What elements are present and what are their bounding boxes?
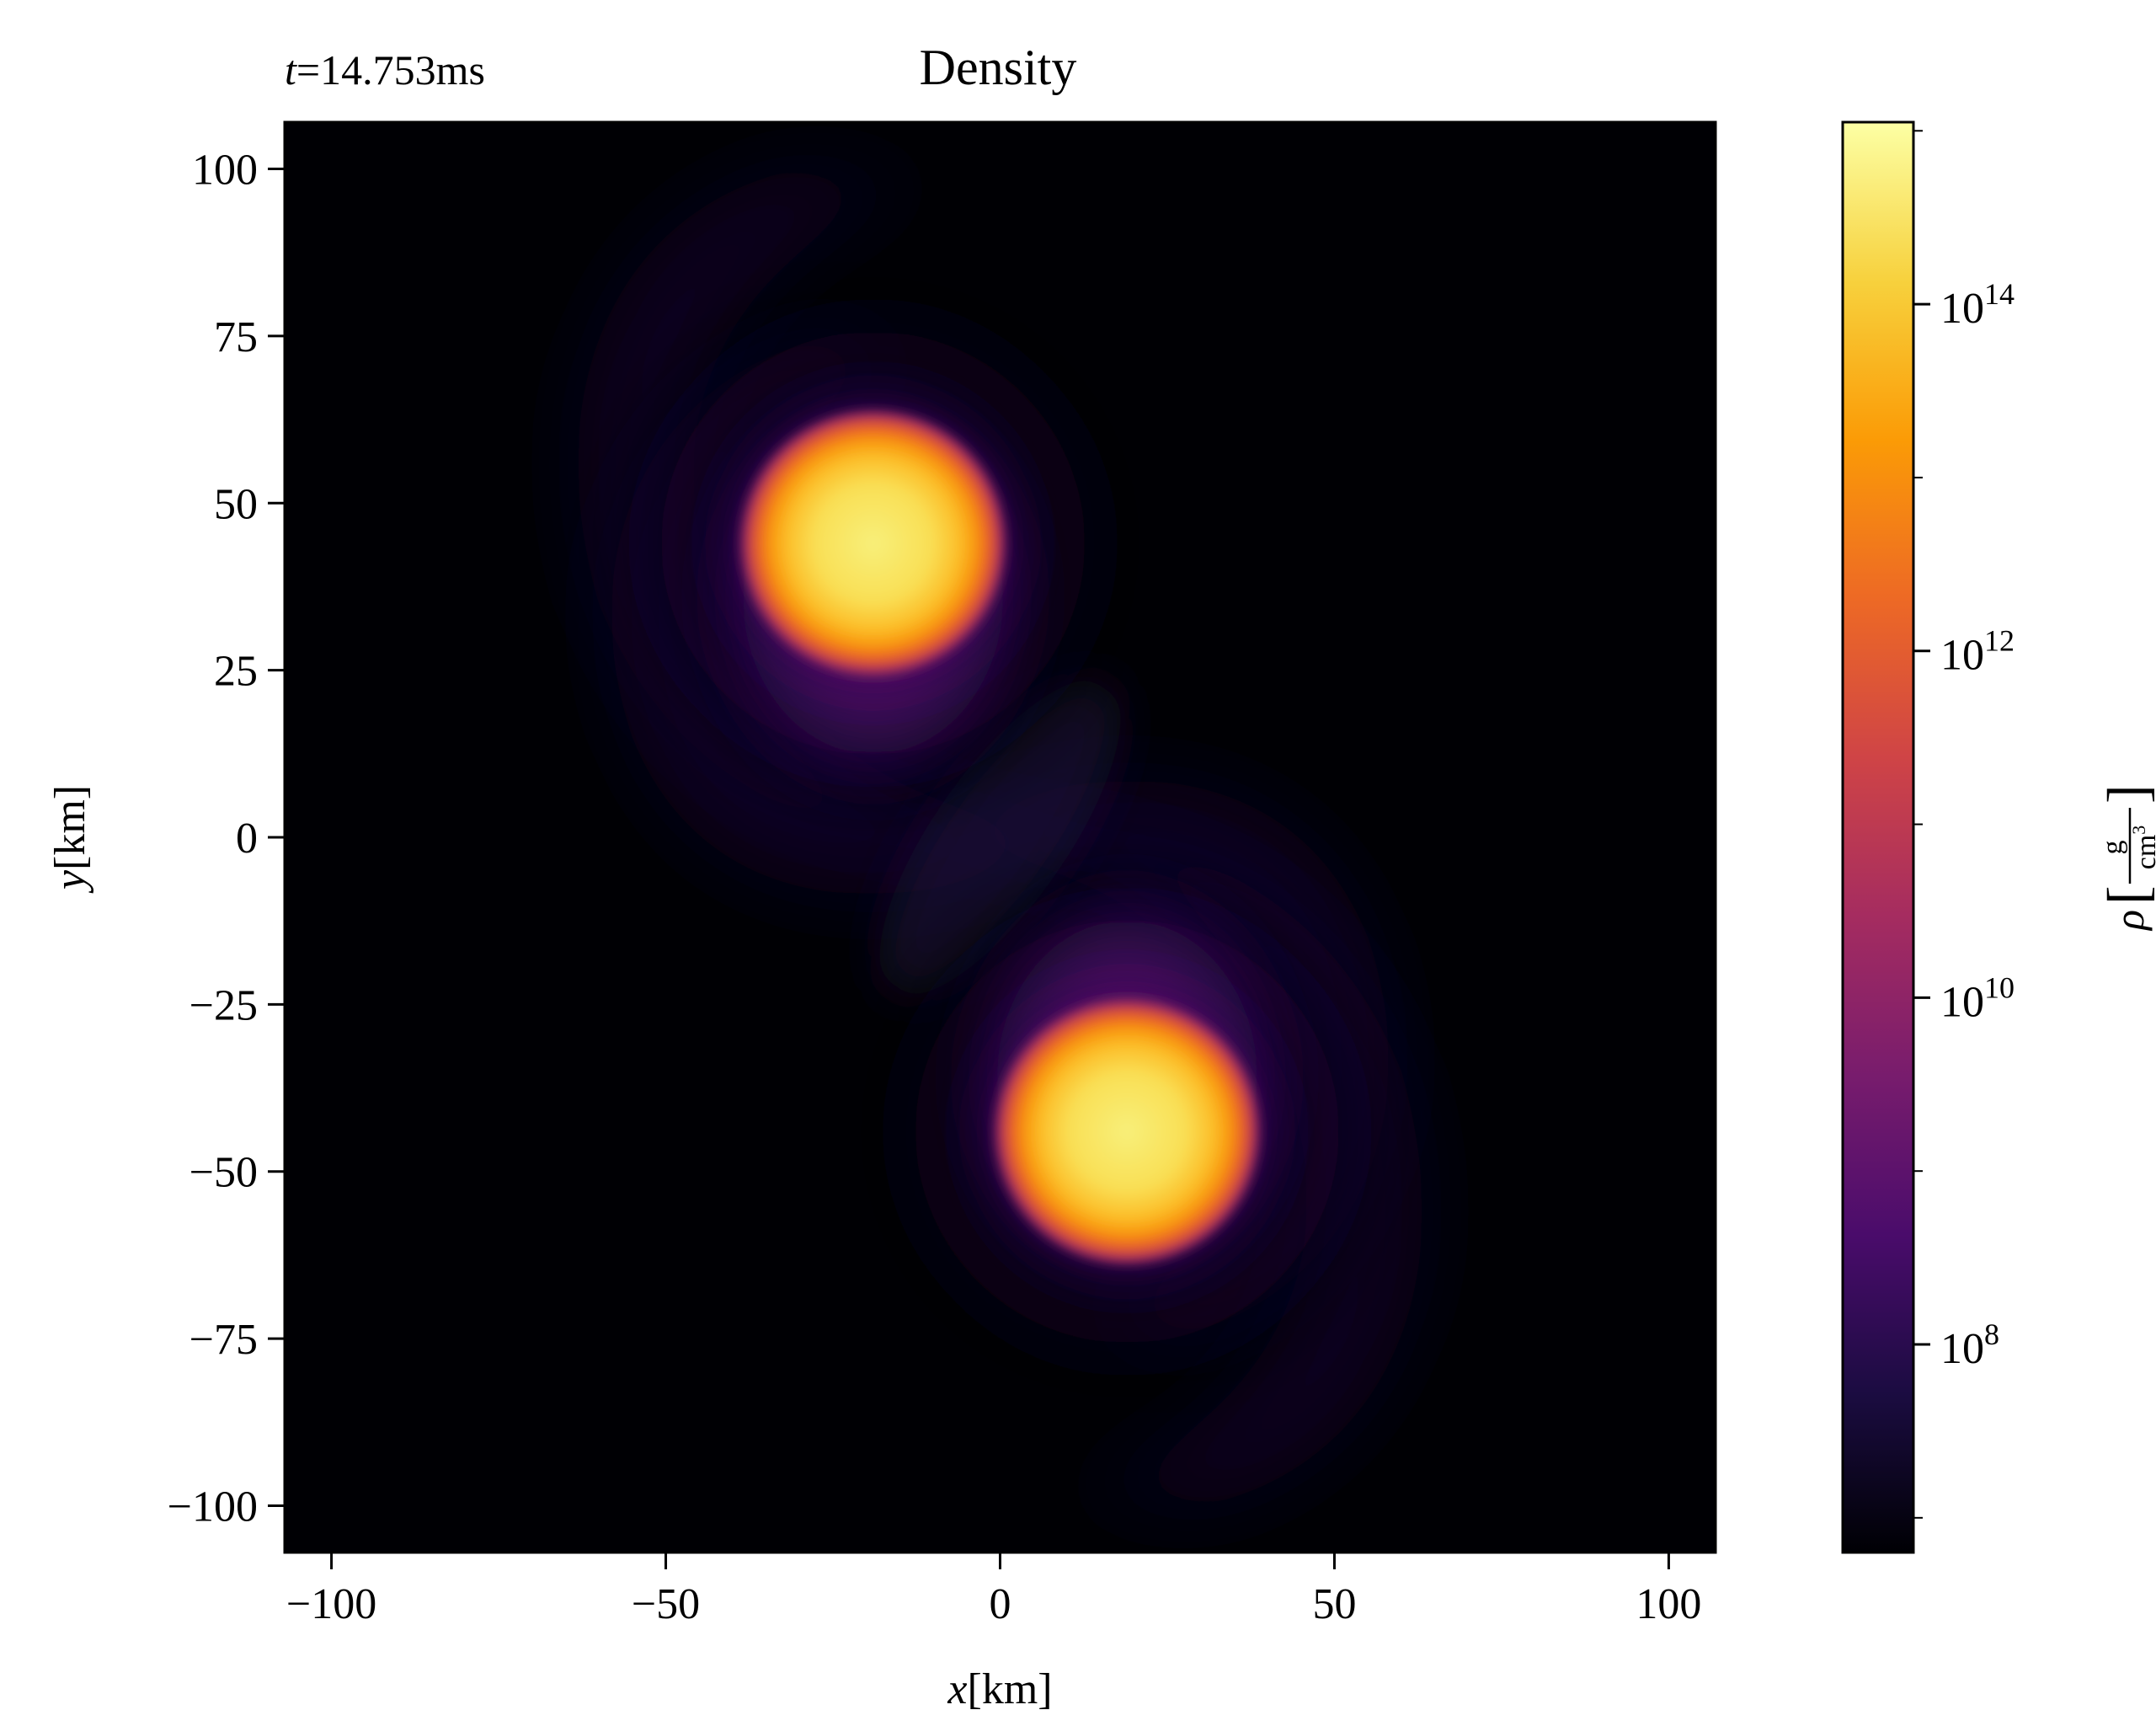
y-axis-unit: [km]	[46, 785, 94, 870]
x-axis-var: x	[947, 1665, 967, 1713]
colorbar-tick-base: 10	[1940, 285, 1984, 333]
colorbar-tick-base: 10	[1940, 1325, 1984, 1373]
colorbar-tick-label: 1010	[1940, 970, 2015, 1026]
x-axis-label: x[km]	[947, 1665, 1052, 1713]
x-tick-label: 0	[990, 1580, 1011, 1628]
y-tick-label: 25	[214, 648, 258, 696]
colorbar-tick-exp: 12	[1984, 624, 2015, 658]
time-symbol: t	[285, 46, 297, 94]
y-tick-label: 0	[236, 815, 258, 863]
colorbar-unit-numerator: g	[2097, 841, 2128, 855]
density-field	[578, 168, 1422, 1506]
colorbar-tick-label: 108	[1940, 1317, 1999, 1373]
star-core	[735, 406, 1011, 681]
y-axis-ticks: 100 75 50 25 0 −25 −50 −75 −100	[168, 147, 285, 1531]
x-axis-unit: [km]	[968, 1665, 1053, 1713]
bridge	[879, 679, 1121, 996]
x-tick-label: 100	[1636, 1580, 1701, 1628]
x-tick-label: −50	[632, 1580, 700, 1628]
colorbar-tick-exp: 8	[1984, 1317, 1999, 1351]
colorbar-bracket-right: ]	[2095, 784, 2156, 804]
y-tick-label: −50	[189, 1149, 258, 1197]
plot-area	[283, 120, 1717, 1554]
y-tick-label: −100	[168, 1483, 258, 1531]
colorbar-bracket-left: [	[2095, 885, 2156, 905]
time-value: 14.753ms	[320, 46, 485, 94]
y-axis-label: y[km]	[46, 785, 94, 894]
colorbar-tick-base: 10	[1940, 632, 1984, 680]
time-equals: =	[296, 46, 320, 94]
y-tick-label: −75	[189, 1316, 258, 1364]
colorbar-tick-exp: 10	[1984, 970, 2015, 1004]
y-tick-label: 100	[192, 147, 258, 195]
colorbar-unit-denominator: cm3	[2128, 826, 2156, 870]
time-annotation: t=14.753ms	[285, 46, 485, 94]
colorbar-tick-label: 1014	[1940, 277, 2015, 333]
colorbar-unit-denominator-exp: 3	[2128, 826, 2149, 835]
colorbar-tick-exp: 14	[1984, 277, 2015, 311]
x-tick-label: −100	[286, 1580, 376, 1628]
y-tick-label: −25	[189, 981, 258, 1029]
y-tick-label: 75	[214, 313, 258, 361]
colorbar-unit-denominator-base: cm	[2131, 835, 2156, 870]
x-tick-label: 50	[1312, 1580, 1356, 1628]
colorbar-symbol: ρ	[2105, 910, 2153, 932]
colorbar-gradient	[1841, 120, 1915, 1554]
y-axis-var: y	[46, 869, 94, 894]
star-core	[990, 994, 1265, 1269]
colorbar-tick-label: 1012	[1940, 624, 2015, 680]
colorbar-label: ρ [ g cm3 ]	[2095, 784, 2156, 932]
colorbar-tick-base: 10	[1940, 978, 1984, 1026]
x-axis-ticks: −100 −50 0 50 100	[286, 1552, 1701, 1628]
y-tick-label: 50	[214, 480, 258, 528]
chart-title: Density	[920, 40, 1077, 95]
